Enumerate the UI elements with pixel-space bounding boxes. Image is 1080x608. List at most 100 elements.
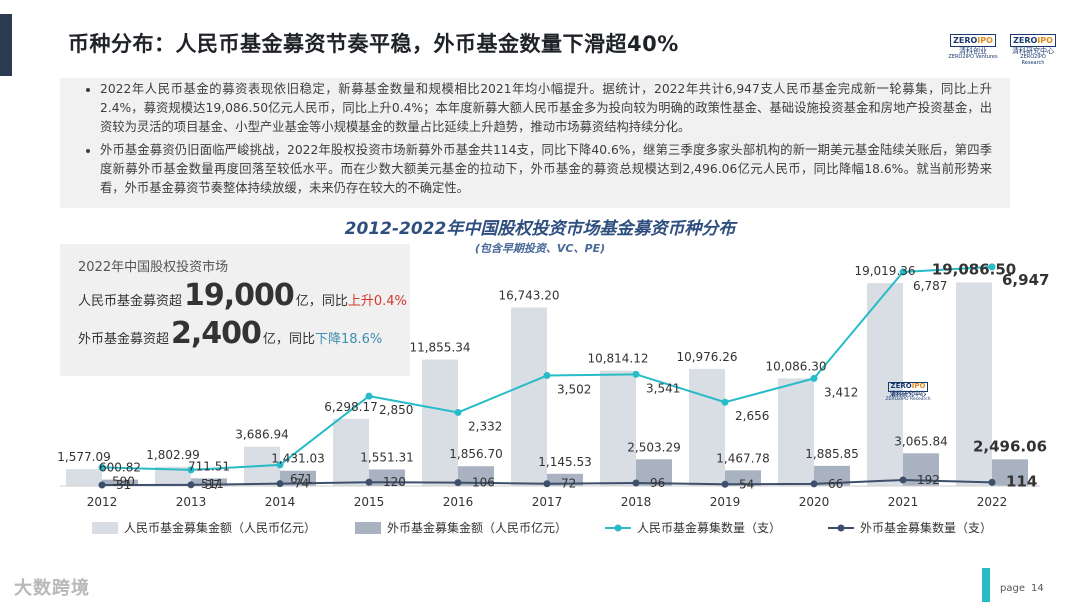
legend-swatch [92, 522, 118, 534]
header-accent-bar [0, 14, 12, 76]
rmb-amount-bar [778, 378, 814, 486]
chart-subtitle: (包含早期投资、VC、PE) [474, 242, 606, 255]
fx-count-point [899, 476, 907, 484]
rmb-amount-label: 6,298.17 [324, 400, 377, 414]
fx-amount-label: 600.82 [99, 461, 141, 475]
x-tick-label: 2015 [354, 495, 385, 509]
fx-count-point [365, 478, 373, 486]
highlight-box: 2022年中国股权投资市场 人民币基金募资超 19,000 亿， 同比 上升0.… [60, 244, 410, 376]
rmb-yoy: 上升0.4% [347, 294, 407, 309]
rmb-count-label: 590 [112, 474, 135, 488]
fx-amount-label: 1,551.31 [360, 450, 413, 464]
x-tick-label: 2017 [532, 495, 563, 509]
rmb-count-label: 2,656 [735, 409, 769, 423]
fx-count-point [276, 480, 284, 488]
rmb-amount-label: 10,814.12 [587, 352, 648, 366]
rmb-count-point [810, 374, 818, 382]
rmb-count-label: 511 [201, 477, 224, 491]
legend-label: 人民币基金募集数量（支） [637, 520, 781, 535]
x-tick-label: 2013 [176, 495, 207, 509]
rmb-amount-label: 10,976.26 [676, 350, 737, 364]
rmb-amount-label: 10,086.30 [765, 359, 826, 373]
rmb-count-point [365, 392, 373, 400]
fx-count-point [454, 479, 462, 487]
fx-yoy: 下降18.6% [314, 332, 383, 347]
rmb-amount-label: 19,019.36 [854, 264, 915, 278]
rmb-amount-bar [956, 282, 992, 486]
fx-amount-label: 1,885.85 [805, 447, 858, 461]
x-tick-label: 2016 [443, 495, 474, 509]
rmb-count-label: 3,502 [557, 383, 591, 397]
fx-amount-label: 2,496.06 [973, 437, 1047, 455]
rmb-count-point [721, 398, 729, 406]
summary-bullets: 2022年人民币基金的募资表现依旧稳定，新募基金数量和规模相比2021年均小幅提… [60, 78, 1010, 208]
rmb-count-label: 6,787 [913, 279, 947, 293]
rmb-amount-bar [867, 283, 903, 486]
fx-count-label: 66 [828, 477, 843, 491]
fx-amount-bar [191, 478, 227, 486]
fx-count-point [988, 478, 996, 486]
fx-count-point [810, 480, 818, 488]
x-tick-label: 2018 [621, 495, 652, 509]
rmb-count-point [98, 463, 106, 471]
fx-count-label: 96 [650, 476, 665, 490]
fx-count-point [632, 479, 640, 487]
fx-amount-bar [458, 466, 494, 486]
rmb-amount-bar [155, 466, 191, 486]
rmb-count-label: 671 [290, 472, 313, 486]
rmb-count-label: 3,412 [824, 385, 858, 399]
fx-amount-bar [992, 459, 1028, 486]
rmb-count-label: 6,947 [1002, 271, 1049, 289]
rmb-amount-label: 16,743.20 [498, 288, 559, 302]
zero2ipo-research-logo: ZEROIPO 清科研究中心 ZERO2IPO Research [1010, 34, 1056, 66]
fx-count-label: 74 [294, 477, 309, 491]
chart-title: 2012-2022年中国股权投资市场基金募资币种分布 [344, 219, 736, 239]
x-tick-label: 2021 [888, 495, 919, 509]
legend-swatch [355, 522, 381, 534]
fx-count-label: 192 [917, 473, 940, 487]
rmb-count-label: 3,541 [646, 381, 680, 395]
fx-count-label: 54 [739, 477, 754, 491]
fx-count-point [187, 481, 195, 489]
chart-watermark-logo: ZEROIPO 清科研究中心 ZERO2IPO Research [885, 382, 931, 403]
rmb-count-point [276, 461, 284, 469]
fx-amount-label: 2,503.29 [627, 440, 680, 454]
zero2ipo-ventures-logo: ZEROIPO 清科创业 ZERO2IPO Ventures [948, 34, 998, 61]
fx-amount-label: 1,856.70 [449, 447, 502, 461]
fx-count-label: 72 [561, 477, 576, 491]
highlight-rmb: 人民币基金募资超 19,000 亿， 同比 上升0.4% [78, 278, 407, 313]
fx-amount: 2,400 [171, 316, 262, 351]
highlight-heading: 2022年中国股权投资市场 [78, 260, 229, 275]
highlight-fx: 外币基金募资超 2,400 亿， 同比 下降18.6% [78, 316, 383, 351]
legend-label: 外币基金募集数量（支） [860, 520, 992, 535]
fx-count-label: 114 [1006, 472, 1037, 490]
rmb-amount-bar [689, 368, 725, 486]
page-number: page 14 [1000, 583, 1044, 594]
rmb-amount-label: 19,086.50 [932, 260, 1016, 278]
rmb-amount-bar [66, 469, 102, 486]
bullet-fx: 外币基金募资仍旧面临严峻挑战，2022年股权投资市场新募外币基金共114支，同比… [100, 141, 992, 198]
legend-marker [614, 524, 622, 532]
brand-watermark: 大数跨境 [14, 578, 90, 599]
rmb-amount-bar [511, 307, 547, 486]
fx-amount-label: 1,431.03 [271, 452, 324, 466]
fx-count-label: 37 [205, 478, 220, 492]
legend-label: 人民币基金募集金额（人民币亿元） [124, 520, 316, 535]
rmb-count-label: 2,850 [379, 403, 413, 417]
fx-count-point [543, 480, 551, 488]
fx-amount-label: 3,065.84 [894, 434, 947, 448]
fx-amount-bar [102, 479, 138, 486]
x-tick-label: 2019 [710, 495, 741, 509]
legend-marker [837, 524, 845, 532]
rmb-count-point [454, 408, 462, 416]
rmb-count-point [543, 372, 551, 380]
fx-amount-label: 711.51 [188, 459, 230, 473]
legend-label: 外币基金募集金额（人民币亿元） [387, 520, 567, 535]
fx-amount-bar [725, 470, 761, 486]
fx-count-point [721, 480, 729, 488]
fx-count-label: 120 [383, 475, 406, 489]
fx-count-point [98, 481, 106, 489]
rmb-count-label: 2,332 [468, 419, 502, 433]
bullet-rmb: 2022年人民币基金的募资表现依旧稳定，新募基金数量和规模相比2021年均小幅提… [100, 80, 992, 137]
